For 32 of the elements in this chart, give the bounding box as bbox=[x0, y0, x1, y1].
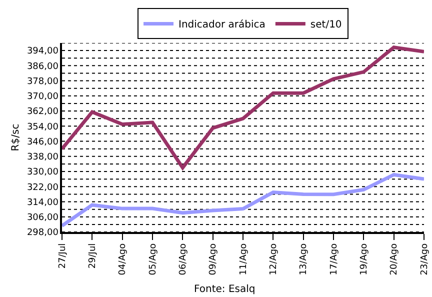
y-tick-label: 386,00 bbox=[26, 62, 59, 72]
y-tick-label: 394,00 bbox=[26, 46, 59, 57]
y-tick-label: 362,00 bbox=[26, 107, 59, 118]
x-tick-label: 06/Ago bbox=[178, 242, 189, 276]
y-tick-label: 314,00 bbox=[26, 198, 59, 208]
x-tick-label: 17/Ago bbox=[329, 242, 340, 276]
y-tick-label: 338,00 bbox=[26, 152, 59, 163]
x-tick-label: 19/Ago bbox=[360, 242, 370, 276]
x-tick-label: 05/Ago bbox=[148, 242, 158, 276]
source-note: Fonte: Esalq bbox=[194, 284, 256, 295]
y-axis-title: R$/sc bbox=[10, 124, 22, 152]
y-tick-label: 354,00 bbox=[26, 122, 59, 132]
y-tick-label: 370,00 bbox=[26, 92, 59, 102]
x-tick-label: 04/Ago bbox=[118, 242, 128, 276]
x-tick-label: 13/Ago bbox=[299, 242, 310, 276]
line-series bbox=[62, 46, 424, 170]
line-series bbox=[62, 172, 424, 228]
y-tick-label: 322,00 bbox=[26, 182, 59, 193]
y-tick-label: 346,00 bbox=[26, 137, 59, 148]
x-tick-label: 12/Ago bbox=[269, 242, 280, 276]
legend-label: Indicador arábica bbox=[178, 20, 266, 31]
y-tick-label: 330,00 bbox=[26, 168, 59, 178]
y-tick-label: 378,00 bbox=[26, 76, 59, 87]
x-tick-label: 09/Ago bbox=[208, 242, 219, 276]
y-tick-label: 298,00 bbox=[26, 228, 59, 238]
x-tick-label: 23/Ago bbox=[420, 242, 430, 276]
y-tick-label: 306,00 bbox=[26, 213, 59, 224]
x-tick-label: 27/Jul bbox=[58, 243, 68, 269]
x-tick-label: 29/Jul bbox=[88, 243, 98, 269]
x-tick-label: 20/Ago bbox=[390, 242, 400, 276]
x-tick-label: 11/Ago bbox=[238, 242, 249, 276]
legend-label: set/10 bbox=[310, 20, 342, 31]
